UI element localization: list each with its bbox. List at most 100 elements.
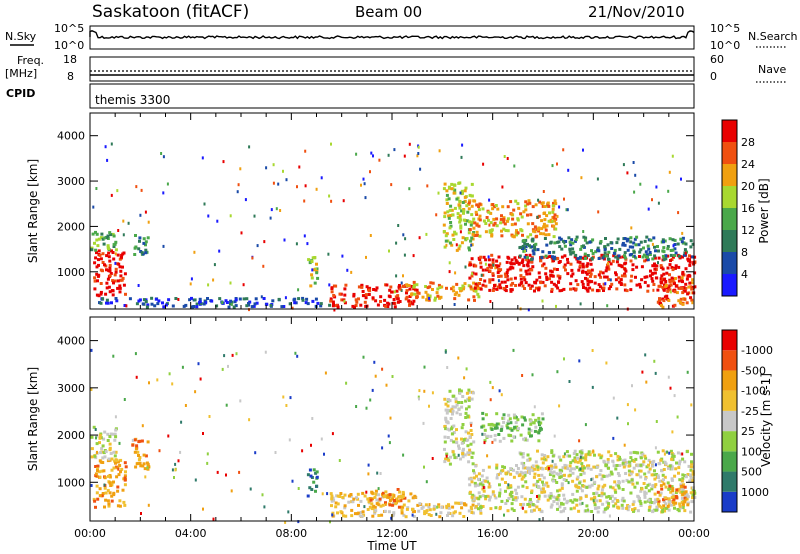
heatmap-cell xyxy=(615,464,619,467)
heatmap-cell xyxy=(672,498,676,502)
heatmap-cell xyxy=(648,253,652,256)
heatmap-cell xyxy=(639,240,643,244)
heatmap-cell xyxy=(260,295,263,299)
heatmap-cell xyxy=(482,255,486,259)
heatmap-cell xyxy=(670,496,674,500)
heatmap-cell xyxy=(646,258,650,262)
heatmap-cell xyxy=(206,461,209,465)
heatmap-cell xyxy=(479,511,483,515)
heatmap-cell xyxy=(134,352,137,356)
heatmap-cell xyxy=(636,463,640,467)
heatmap-cell xyxy=(496,285,500,289)
heatmap-cell xyxy=(691,493,695,497)
heatmap-cell xyxy=(595,491,599,495)
heatmap-cell xyxy=(602,510,606,514)
heatmap-cell xyxy=(98,441,101,445)
heatmap-cell xyxy=(96,469,99,473)
heatmap-cell xyxy=(584,454,588,458)
heatmap-cell xyxy=(617,506,621,510)
heatmap-cell xyxy=(590,483,594,487)
heatmap-cell xyxy=(690,500,694,504)
heatmap-cell xyxy=(522,249,526,253)
heatmap-cell xyxy=(598,499,602,503)
heatmap-cell xyxy=(453,230,457,234)
heatmap-cell xyxy=(673,254,676,257)
heatmap-cell xyxy=(117,467,120,471)
heatmap-cell xyxy=(612,464,616,468)
heatmap-cell xyxy=(387,495,391,499)
heatmap-cell xyxy=(647,238,651,242)
heatmap-cell xyxy=(467,390,471,394)
heatmap-cell xyxy=(541,461,545,465)
heatmap-cell xyxy=(528,253,532,257)
heatmap-cell xyxy=(580,462,584,466)
heatmap-cell xyxy=(563,507,567,510)
heatmap-cell xyxy=(461,423,465,426)
heatmap-cell xyxy=(558,404,561,408)
heatmap-cell xyxy=(500,280,504,284)
heatmap-cell xyxy=(491,203,495,206)
heatmap-cell xyxy=(681,488,685,492)
heatmap-cell xyxy=(283,238,286,242)
heatmap-cell xyxy=(491,490,495,494)
heatmap-cell xyxy=(579,496,583,500)
heatmap-cell xyxy=(615,499,619,502)
heatmap-cell xyxy=(418,236,421,240)
heatmap-cell xyxy=(142,453,146,457)
heatmap-cell xyxy=(632,500,636,504)
heatmap-cell xyxy=(524,480,528,484)
heatmap-cell xyxy=(595,475,599,479)
heatmap-cell xyxy=(138,236,142,240)
heatmap-cell xyxy=(446,398,450,401)
heatmap-cell xyxy=(612,254,616,258)
heatmap-cell xyxy=(479,509,483,512)
heatmap-cell xyxy=(448,389,452,393)
heatmap-cell xyxy=(270,208,273,212)
heatmap-cell xyxy=(118,290,122,294)
heatmap-cell xyxy=(137,440,141,444)
heatmap-cell xyxy=(373,360,376,364)
heatmap-cell xyxy=(119,458,123,462)
heatmap-cell xyxy=(541,480,544,484)
heatmap-cell xyxy=(581,465,585,469)
heatmap-cell xyxy=(689,239,693,243)
heatmap-cell xyxy=(495,259,499,263)
colorbar-frame xyxy=(721,119,738,297)
heatmap-cell xyxy=(343,493,347,497)
heatmap-cell xyxy=(671,493,675,497)
heatmap-cell xyxy=(467,460,471,464)
heatmap-cell xyxy=(447,216,451,220)
heatmap-cell xyxy=(354,304,358,307)
heatmap-cell xyxy=(518,283,521,287)
heatmap-cell xyxy=(569,499,573,503)
heatmap-cell xyxy=(568,240,572,244)
heatmap-cell xyxy=(93,276,97,280)
heatmap-cell xyxy=(627,505,631,509)
heatmap-cell xyxy=(532,475,536,479)
heatmap-cell xyxy=(660,469,664,473)
heatmap-cell xyxy=(405,291,408,295)
heatmap-cell xyxy=(460,189,464,193)
heatmap-cell xyxy=(482,424,486,428)
heatmap-cell xyxy=(663,509,667,513)
heatmap-cell xyxy=(502,227,506,231)
heatmap-cell xyxy=(114,248,118,252)
y-tick-label: 4000 xyxy=(57,130,85,143)
heatmap-cell xyxy=(446,210,450,214)
heatmap-cell xyxy=(123,304,127,307)
heatmap-cell xyxy=(517,206,521,210)
heatmap-cell xyxy=(320,437,323,441)
heatmap-cell xyxy=(458,214,462,218)
heatmap-cell xyxy=(306,494,310,498)
heatmap-cell xyxy=(469,477,473,481)
heatmap-cell xyxy=(452,453,456,457)
heatmap-cell xyxy=(569,507,573,511)
heatmap-cell xyxy=(365,406,368,410)
heatmap-cell xyxy=(459,389,463,393)
heatmap-cell xyxy=(540,227,544,231)
heatmap-cell xyxy=(387,510,391,514)
heatmap-cell xyxy=(438,149,441,153)
heatmap-cell xyxy=(666,450,669,454)
